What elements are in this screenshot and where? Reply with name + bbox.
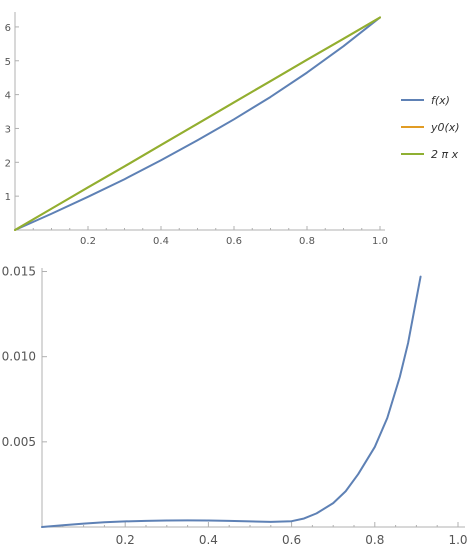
y-tick-label: 3 — [5, 124, 11, 135]
legend: f(x) y0(x) 2 π x — [401, 94, 460, 161]
series-f-x-line — [14, 16, 381, 231]
x-tick-label: 0.8 — [365, 533, 384, 547]
x-tick-label: 0.6 — [226, 236, 242, 247]
series-2-x-line — [14, 16, 381, 231]
legend-label: 2 π x — [431, 148, 459, 161]
x-tick-label: 0.6 — [282, 533, 301, 547]
y-tick-label: 1 — [5, 192, 11, 203]
x-tick-label: 0.4 — [153, 236, 169, 247]
legend-label: y0(x) — [430, 121, 460, 134]
x-tick-label: 0.4 — [199, 533, 218, 547]
y-tick-label: 0.010 — [2, 350, 36, 364]
chart-2: 0.2 0.4 0.6 0.8 1.0 0.005 0.010 0.015 — [2, 265, 468, 547]
y-tick-label: 4 — [5, 91, 11, 102]
series-line-line — [41, 275, 422, 528]
x-tick-label: 1.0 — [372, 236, 388, 247]
legend-label: f(x) — [431, 94, 450, 107]
y-tick-label: 5 — [5, 57, 11, 68]
x-tick-label: 0.2 — [116, 533, 135, 547]
x-tick-label: 0.2 — [80, 236, 96, 247]
y-tick-label: 6 — [5, 23, 11, 34]
y-tick-label: 0.015 — [2, 265, 36, 279]
y-tick-label: 2 — [5, 158, 11, 169]
chart-1: 0.2 0.4 0.6 0.8 1.0 1 2 3 4 5 6 f(x) y0(x) 2 π x — [5, 12, 460, 247]
y-tick-label: 0.005 — [2, 435, 36, 449]
x-tick-label: 0.8 — [299, 236, 315, 247]
x-tick-label: 1.0 — [448, 533, 467, 547]
